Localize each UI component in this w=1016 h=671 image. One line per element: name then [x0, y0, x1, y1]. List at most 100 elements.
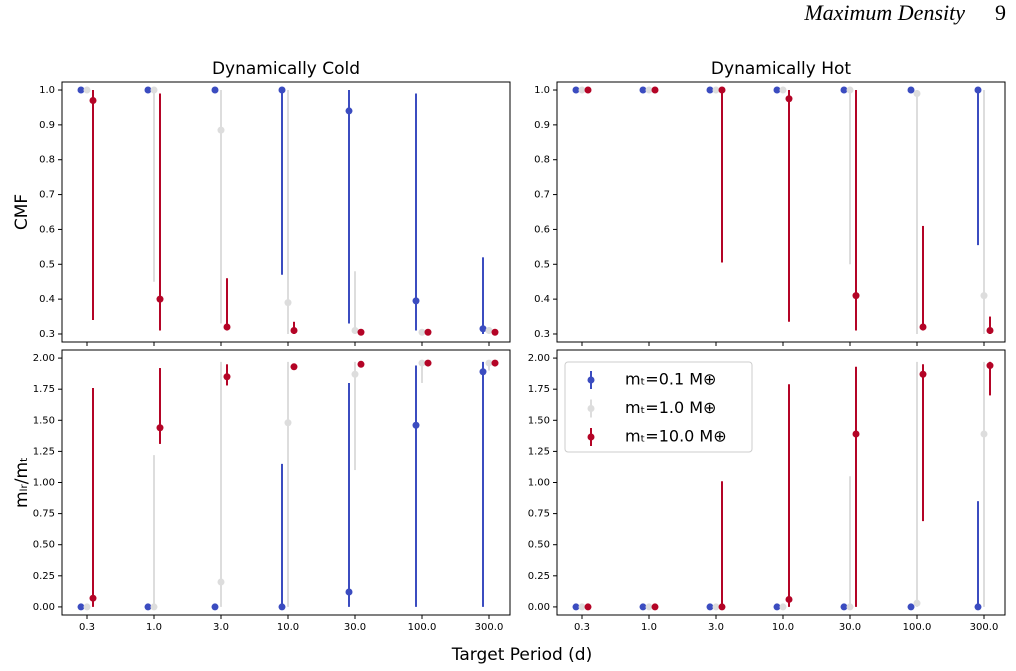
point — [986, 326, 994, 334]
point — [980, 292, 988, 300]
x-tick-label: 3.0 — [708, 622, 724, 633]
y-tick-label: 1.25 — [528, 446, 550, 457]
x-tick-label: 30.0 — [344, 622, 366, 633]
x-tick-label: 1.0 — [641, 622, 657, 633]
y-tick-label: 0.9 — [534, 120, 550, 131]
point — [974, 603, 982, 611]
point — [485, 359, 493, 367]
point — [144, 603, 152, 611]
y-tick-label: 0.8 — [39, 155, 55, 166]
point — [223, 323, 231, 331]
point — [712, 86, 720, 94]
point — [150, 603, 158, 611]
point — [852, 430, 860, 438]
y-tick-label: 1.50 — [33, 415, 55, 426]
point — [572, 86, 580, 94]
y-axis-label: mₗᵣ/mₜ — [12, 457, 32, 508]
y-axis-label: CMF — [12, 194, 32, 230]
point — [645, 603, 653, 611]
x-tick-label: 1.0 — [146, 622, 162, 633]
point — [785, 95, 793, 103]
point — [779, 86, 787, 94]
y-tick-label: 1.50 — [528, 415, 550, 426]
y-tick-label: 0.6 — [39, 224, 55, 235]
point — [773, 86, 781, 94]
y-tick-label: 0.4 — [39, 294, 55, 305]
point — [578, 603, 586, 611]
y-tick-label: 0.00 — [528, 602, 550, 613]
point — [712, 603, 720, 611]
y-tick-label: 0.7 — [39, 190, 55, 201]
y-tick-label: 0.50 — [528, 540, 550, 551]
y-tick-label: 1.25 — [33, 446, 55, 457]
x-axis-label: Target Period (d) — [451, 645, 592, 665]
running-head: Maximum Density — [803, 0, 965, 25]
point — [83, 86, 91, 94]
legend-label: mₜ=1.0 M⊕ — [625, 398, 716, 417]
point — [718, 86, 726, 94]
point — [83, 603, 91, 611]
y-tick-label: 2.00 — [528, 353, 550, 364]
point — [913, 90, 921, 98]
plot-area — [61, 81, 511, 343]
point — [485, 326, 493, 334]
x-tick-label: 30.0 — [839, 622, 861, 633]
point — [980, 430, 988, 438]
point — [156, 424, 164, 432]
plot-area — [556, 81, 1006, 343]
y-tick-label: 0.4 — [534, 294, 550, 305]
point — [77, 86, 85, 94]
panel-title: Dynamically Cold — [212, 59, 360, 79]
plot-area — [61, 349, 511, 616]
y-tick-label: 0.25 — [33, 571, 55, 582]
point — [211, 603, 219, 611]
y-tick-label: 0.00 — [33, 602, 55, 613]
point — [211, 86, 219, 94]
point — [479, 368, 487, 376]
y-tick-label: 0.75 — [33, 509, 55, 520]
point — [345, 588, 353, 596]
y-tick-label: 0.6 — [534, 224, 550, 235]
point — [479, 325, 487, 333]
legend-marker — [587, 405, 595, 412]
point — [156, 295, 164, 303]
point — [491, 328, 499, 336]
point — [351, 326, 359, 334]
x-tick-label: 100.0 — [408, 622, 437, 633]
point — [718, 603, 726, 611]
point — [840, 86, 848, 94]
point — [986, 362, 994, 370]
point — [89, 594, 97, 602]
y-tick-label: 1.00 — [528, 478, 550, 489]
y-tick-label: 0.50 — [33, 540, 55, 551]
y-tick-label: 1.00 — [33, 478, 55, 489]
point — [840, 603, 848, 611]
point — [412, 297, 420, 305]
point — [418, 328, 426, 336]
point — [223, 373, 231, 381]
y-tick-label: 2.00 — [33, 353, 55, 364]
x-tick-label: 10.0 — [277, 622, 299, 633]
legend-label: mₜ=10.0 M⊕ — [625, 427, 727, 446]
point — [412, 421, 420, 429]
point — [779, 603, 787, 611]
point — [424, 328, 432, 336]
point — [913, 599, 921, 607]
legend-marker — [587, 433, 595, 441]
point — [278, 603, 286, 611]
point — [424, 359, 432, 367]
point — [578, 86, 586, 94]
y-tick-label: 0.7 — [534, 190, 550, 201]
point — [773, 603, 781, 611]
x-tick-label: 10.0 — [772, 622, 794, 633]
legend-label: mₜ=0.1 M⊕ — [625, 370, 716, 389]
point — [278, 86, 286, 94]
point — [357, 328, 365, 336]
point — [357, 360, 365, 368]
point — [639, 603, 647, 611]
y-tick-label: 0.3 — [534, 329, 550, 340]
page-number: 9 — [995, 0, 1006, 25]
point — [217, 126, 225, 134]
point — [846, 603, 854, 611]
